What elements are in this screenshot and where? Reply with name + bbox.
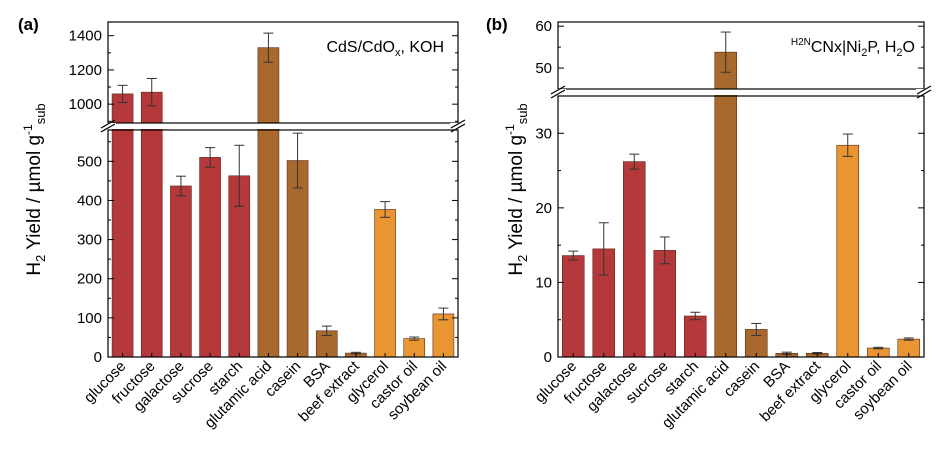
panel-annotation: H2NCNx|Ni2P, H2O	[791, 37, 915, 59]
y-tick-label: 60	[535, 18, 552, 35]
ylabel-subscript: sub	[515, 103, 530, 124]
axis-break-mark	[916, 85, 932, 95]
axis-break-mark	[100, 119, 116, 129]
axis-break-gap	[450, 123, 466, 129]
ylabel-h: H	[24, 262, 45, 276]
bar-soybean-oil	[432, 313, 455, 358]
y-tick-label: 10	[535, 274, 552, 291]
bar-galactose	[622, 161, 646, 358]
y-axis-label: H2 Yield / µmol g-1sub	[21, 103, 48, 275]
ylabel-sup: -1	[503, 124, 517, 135]
annotation-sub: 2	[861, 47, 867, 59]
ylabel-mid: Yield / µmol g	[506, 135, 527, 255]
y-tick-label: 30	[535, 125, 552, 142]
panel-label: (b)	[486, 15, 508, 34]
y-axis-label: H2 Yield / µmol g-1sub	[503, 103, 530, 275]
bar-fructose	[140, 91, 163, 358]
bar-glycerol	[374, 209, 396, 358]
y-tick-label: 20	[535, 200, 552, 217]
annotation-main: CdS/CdO	[326, 39, 394, 56]
y-tick-label: 0	[94, 349, 102, 366]
lower-frame	[557, 95, 925, 358]
bar-break-gap	[140, 123, 164, 129]
bar-break-gap	[713, 89, 738, 95]
bar-sucrose	[653, 250, 677, 358]
upper-frame	[107, 21, 459, 124]
annotation-sub: x	[395, 47, 401, 59]
y-tick-label: 0	[544, 349, 552, 366]
annotation-main: CNx|Ni	[811, 39, 861, 56]
axis-break-gap	[916, 89, 932, 95]
annotation-sup: H2N	[791, 37, 811, 48]
bar-glucose	[561, 255, 585, 358]
panel-a: glucosefructosegalactosesucrosestarchglu…	[18, 15, 466, 432]
axis-break-mark	[450, 123, 466, 133]
annotation-rest: P, H	[867, 39, 896, 56]
bar-glutamic-acid	[714, 51, 738, 358]
axis-break-mark	[550, 85, 566, 95]
ylabel-sup: -1	[21, 124, 35, 135]
axis-break-mark	[550, 89, 566, 99]
bar-galactose	[170, 185, 192, 358]
bar-glycerol	[836, 144, 860, 358]
upper-frame	[557, 21, 925, 90]
panel-annotation: CdS/CdOx, KOH	[326, 39, 444, 59]
axis-break-mark	[450, 119, 466, 129]
bar-sucrose	[199, 157, 221, 358]
annotation-rest: , KOH	[400, 39, 444, 56]
y-tick-label: 1400	[69, 28, 102, 45]
annotation-sub: 2	[896, 47, 902, 59]
y-tick-label: 1000	[69, 96, 102, 113]
y-tick-label: 50	[535, 60, 552, 77]
ylabel-h: H	[506, 262, 527, 276]
y-tick-label: 500	[77, 153, 102, 170]
ylabel-sub: 2	[33, 255, 48, 262]
axis-break-mark	[916, 89, 932, 99]
axis-break-gap	[550, 89, 566, 95]
panel-label: (a)	[18, 15, 39, 34]
ylabel-subscript: sub	[33, 103, 48, 124]
bar-break-gap	[111, 123, 135, 129]
panel-b: glucosefructosegalactosesucrosestarchglu…	[486, 15, 932, 432]
bar-glutamic-acid	[257, 47, 280, 358]
bar-break-gap	[256, 123, 280, 129]
y-tick-label: 400	[77, 192, 102, 209]
y-tick-label: 100	[77, 310, 102, 327]
axis-break-mark	[100, 123, 116, 133]
bar-starch	[683, 315, 707, 358]
y-tick-label: 300	[77, 232, 102, 249]
ylabel-sub: 2	[515, 255, 530, 262]
bar-glucose	[111, 93, 134, 358]
lower-frame	[107, 129, 459, 358]
axis-break-gap	[100, 123, 116, 129]
annotation-rest: O	[903, 39, 915, 56]
bar-casein	[286, 160, 309, 358]
ylabel-mid: Yield / µmol g	[24, 135, 45, 255]
y-tick-label: 200	[77, 271, 102, 288]
y-tick-label: 1200	[69, 62, 102, 79]
